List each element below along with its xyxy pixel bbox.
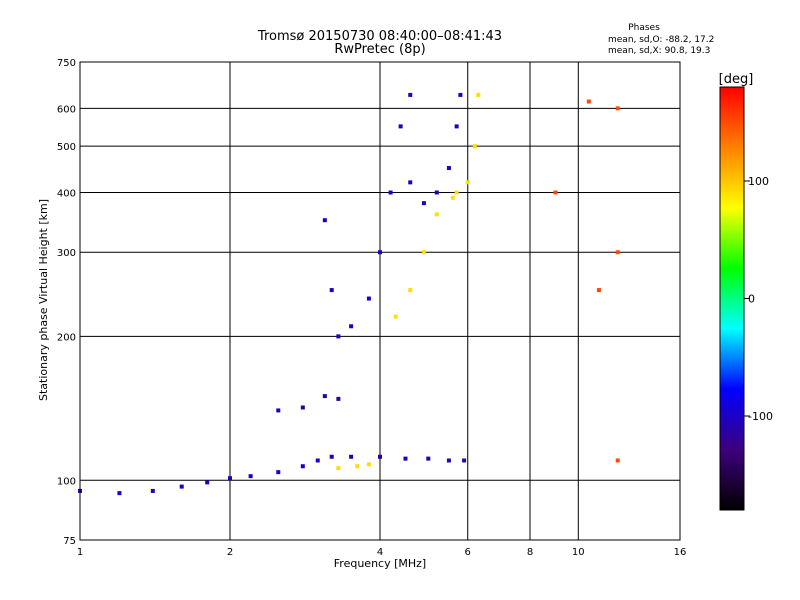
colorbar	[719, 86, 745, 511]
y-ticks: 75 100 200 300 400 500 600 750	[57, 58, 76, 547]
scattered-echoes-point	[615, 106, 620, 111]
phase-info-o: mean, sd,O: -88.2, 17.2	[608, 35, 714, 45]
es-echoes-point	[336, 396, 341, 401]
x-mode-trace-point	[355, 464, 360, 469]
y-tick-label: 200	[57, 332, 76, 343]
e-layer-trace-point	[276, 470, 281, 475]
gridlines	[80, 62, 680, 540]
scattered-echoes-point	[553, 190, 558, 195]
data-points	[78, 92, 620, 496]
chart-subtitle: RwPretec (8p)	[334, 42, 425, 57]
f1-o-mode-trace-point	[458, 92, 463, 97]
f1-o-mode-trace-point	[421, 201, 426, 206]
scattered-echoes-point	[615, 458, 620, 463]
f1-o-mode-trace-point	[388, 190, 393, 195]
e-layer-trace-point	[150, 488, 155, 493]
e-layer-trace-point	[179, 484, 184, 489]
colorbar-tick-label: 100	[748, 175, 769, 188]
f1-o-mode-trace-point	[366, 296, 371, 301]
y-tick-label: 300	[57, 248, 76, 259]
x-ticks: 1 2 4 6 8 10 16	[77, 547, 687, 558]
f1-o-mode-trace-point	[446, 166, 451, 171]
f1-o-mode-trace-point	[408, 180, 413, 185]
x-tick-label: 10	[572, 547, 585, 558]
x-mode-trace-point	[434, 212, 439, 217]
y-tick-label: 750	[57, 58, 76, 69]
es-echoes-point	[329, 454, 334, 459]
y-tick-label: 500	[57, 142, 76, 153]
f1-o-mode-trace-point	[434, 190, 439, 195]
x-mode-trace-point	[476, 92, 481, 97]
es-echoes-point	[322, 394, 327, 399]
f1-o-mode-trace-point	[336, 334, 341, 339]
e-layer-trace-point	[300, 464, 305, 469]
x-mode-trace-point	[454, 190, 459, 195]
x-mode-trace-point	[336, 466, 341, 471]
plot-frame	[79, 61, 681, 541]
e-layer-trace-point	[228, 476, 232, 481]
es-echoes-point	[426, 456, 431, 461]
es-echoes-point	[378, 454, 382, 459]
x-mode-trace-point	[366, 462, 371, 467]
phase-info-x: mean, sd,X: 90.8, 19.3	[608, 46, 710, 56]
e-layer-trace-point	[315, 458, 320, 463]
f1-o-mode-trace-point	[349, 324, 354, 329]
x-mode-trace-point	[421, 250, 426, 255]
colorbar-tick-label: -100	[748, 410, 773, 423]
x-tick-label: 2	[227, 547, 233, 558]
f1-o-mode-trace-point	[329, 288, 334, 293]
e-layer-trace-point	[205, 480, 210, 485]
chart-title: Tromsø 20150730 08:40:00–08:41:43	[257, 29, 502, 44]
x-tick-label: 6	[465, 547, 471, 558]
es-echoes-point	[462, 458, 467, 463]
f1-o-mode-trace-point	[322, 218, 327, 223]
colorbar-ticks: 100 0 -100	[744, 175, 773, 423]
y-tick-label: 400	[57, 188, 76, 199]
x-tick-label: 1	[77, 547, 83, 558]
x-tick-label: 4	[377, 547, 383, 558]
f1-o-mode-trace-point	[398, 124, 403, 129]
x-tick-label: 16	[674, 547, 687, 558]
colorbar-label: [deg]	[719, 72, 754, 87]
scattered-echoes-point	[615, 250, 620, 255]
x-mode-trace-point	[465, 180, 470, 185]
x-mode-trace-point	[472, 144, 477, 149]
f1-o-mode-trace-point	[454, 124, 459, 129]
e-layer-trace-point	[117, 491, 122, 496]
es-echoes-point	[349, 454, 354, 459]
x-tick-label: 8	[527, 547, 533, 558]
y-tick-label: 75	[63, 536, 76, 547]
scattered-echoes-point	[596, 288, 601, 293]
y-axis-label: Stationary phase Virtual Height [km]	[37, 199, 50, 401]
colorbar-tick-label: 0	[748, 293, 755, 306]
es-echoes-point	[300, 405, 305, 410]
x-axis-label: Frequency [MHz]	[334, 557, 426, 570]
es-echoes-point	[446, 458, 451, 463]
e-layer-trace-point	[248, 474, 253, 479]
phase-info-title: Phases	[628, 23, 660, 33]
x-mode-trace-point	[450, 195, 455, 200]
f1-o-mode-trace-point	[408, 92, 413, 97]
es-echoes-point	[403, 456, 408, 461]
x-mode-trace-point	[393, 314, 398, 319]
y-tick-label: 600	[57, 104, 76, 115]
f1-o-mode-trace-point	[378, 250, 382, 255]
x-mode-trace-point	[408, 288, 413, 293]
scattered-echoes-point	[586, 99, 591, 104]
es-echoes-point	[276, 408, 281, 413]
y-tick-label: 100	[57, 476, 76, 487]
